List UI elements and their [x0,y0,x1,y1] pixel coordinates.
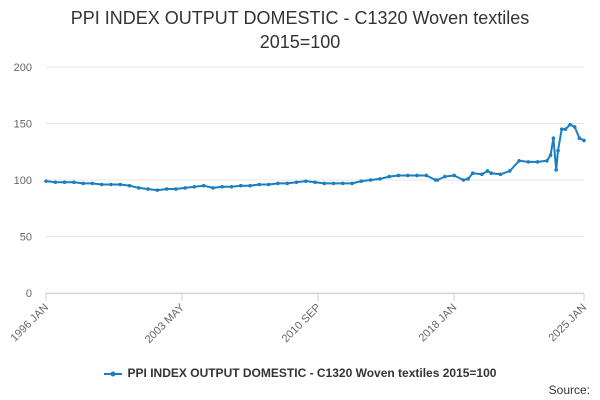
chart-title: PPI INDEX OUTPUT DOMESTIC - C1320 Woven … [70,8,530,28]
series-layer [44,122,586,192]
data-point[interactable] [559,127,564,131]
data-point[interactable] [53,180,58,185]
data-point[interactable] [81,181,85,186]
data-point[interactable] [331,181,336,186]
data-point[interactable] [443,174,447,179]
x-tick-label: 1996 JAN [8,302,51,345]
data-point[interactable] [551,136,556,140]
data-point[interactable] [155,188,160,192]
data-point[interactable] [127,183,132,188]
data-point[interactable] [545,158,549,163]
data-point[interactable] [72,180,76,185]
data-point[interactable] [548,153,553,157]
data-point[interactable] [192,184,197,189]
data-point[interactable] [396,173,401,178]
data-point[interactable] [62,180,67,185]
data-point[interactable] [303,179,308,183]
data-point[interactable] [461,178,466,182]
x-axis: 1996 JAN 2003 MAY 2010 SEP 2018 JAN 2025 JAN [8,293,589,346]
data-point[interactable] [285,181,289,186]
data-point[interactable] [485,169,490,173]
data-point[interactable] [183,186,187,190]
data-point[interactable] [109,182,113,187]
data-point[interactable] [470,171,475,176]
data-point[interactable] [368,178,373,182]
data-point[interactable] [44,179,48,183]
data-point[interactable] [136,186,141,190]
data-point[interactable] [405,173,410,178]
x-tick-label: 2003 MAY [143,301,188,346]
data-point[interactable] [507,169,512,173]
data-point[interactable] [452,173,456,178]
x-tick-label: 2018 JAN [417,302,460,345]
data-point[interactable] [174,187,178,191]
data-point[interactable] [568,122,572,127]
data-point[interactable] [238,183,243,188]
data-point[interactable] [554,168,558,172]
chart-subtitle: 2015=100 [259,32,341,52]
data-point[interactable] [378,177,382,181]
data-point[interactable] [415,173,419,178]
data-point[interactable] [350,181,354,186]
data-point[interactable] [498,172,503,177]
data-point[interactable] [248,183,252,188]
data-point[interactable] [322,181,327,186]
data-point[interactable] [435,178,440,182]
source-label: Source: [548,383,590,397]
data-point[interactable] [90,181,95,186]
x-tick-label: 2010 SEP [280,302,324,346]
data-point[interactable] [266,182,271,187]
data-point[interactable] [201,183,206,188]
data-point[interactable] [466,177,470,181]
chart-title-block: PPI INDEX OUTPUT DOMESTIC - C1320 Woven … [0,6,600,54]
data-point[interactable] [359,179,364,183]
data-point[interactable] [341,181,345,186]
y-tick-label: 150 [14,119,32,131]
data-point[interactable] [118,182,123,187]
y-axis-ticks: 0 50 100 150 200 [14,62,32,300]
data-point[interactable] [294,180,299,185]
x-tick-label: 2025 JAN [546,302,589,345]
data-point[interactable] [489,171,494,176]
data-point[interactable] [276,181,280,186]
data-point[interactable] [257,182,262,187]
data-point[interactable] [99,182,104,187]
data-point[interactable] [563,127,568,131]
y-tick-label: 0 [26,288,32,300]
data-point[interactable] [164,187,169,191]
data-point[interactable] [572,125,577,129]
gridlines [46,66,584,294]
data-point[interactable] [220,184,225,189]
data-point[interactable] [517,158,521,163]
data-point[interactable] [146,187,150,191]
legend-swatch-icon [103,371,122,377]
data-point[interactable] [387,174,392,179]
legend-label: PPI INDEX OUTPUT DOMESTIC - C1320 Woven … [127,366,497,380]
data-point[interactable] [577,136,582,140]
data-point[interactable] [526,160,531,164]
data-point[interactable] [556,148,560,153]
y-tick-label: 50 [20,232,32,244]
y-tick-label: 100 [14,175,32,187]
data-point[interactable] [424,173,429,178]
data-point[interactable] [211,186,215,190]
legend[interactable]: PPI INDEX OUTPUT DOMESTIC - C1320 Woven … [0,366,600,380]
data-point[interactable] [582,138,586,143]
data-point[interactable] [313,180,317,185]
y-tick-label: 200 [14,62,32,74]
data-point[interactable] [480,172,484,177]
data-point[interactable] [535,160,540,164]
data-point[interactable] [229,184,234,189]
